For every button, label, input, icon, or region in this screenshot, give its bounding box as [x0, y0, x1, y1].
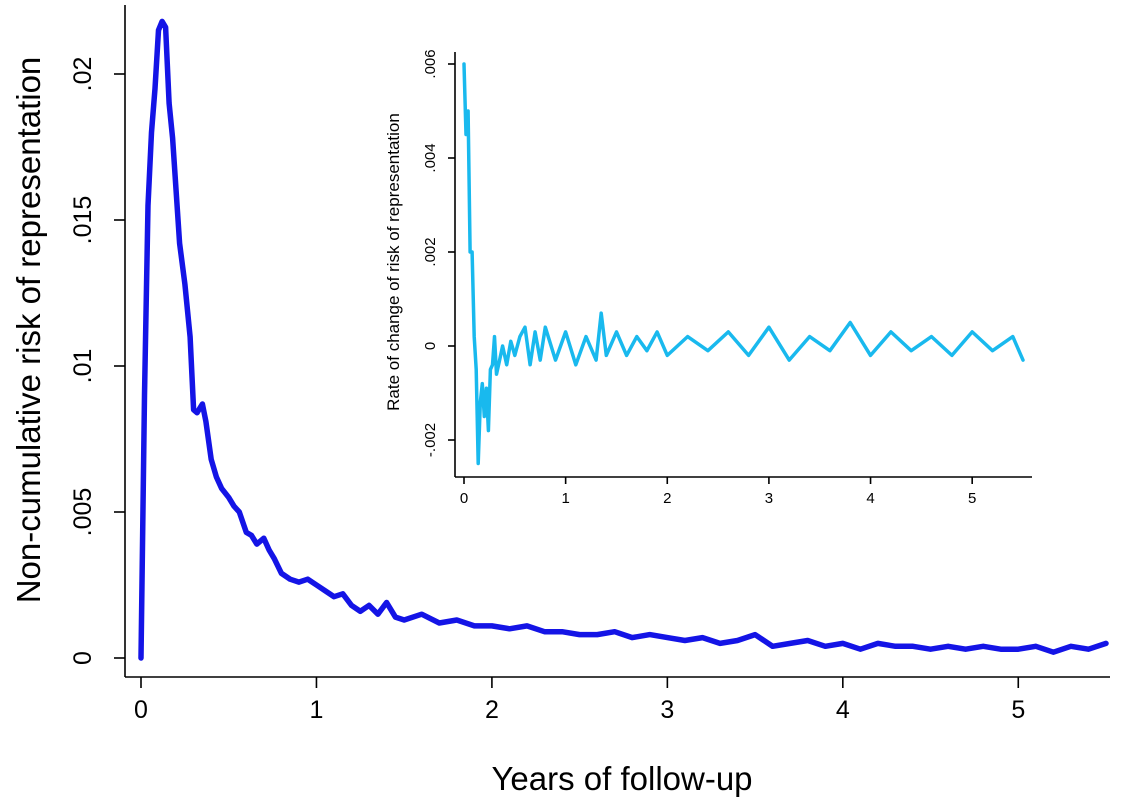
inset-y-tick-label: .002: [422, 237, 439, 266]
inset-y-tick-label: 0: [422, 342, 439, 350]
inset-x-tick-label: 4: [866, 490, 874, 507]
inset-ticks: 0 1 2 3 4 5 -.002 0 .002 .004 .006: [422, 49, 976, 507]
main-x-tick-label: 0: [134, 696, 148, 724]
main-chart: 0 1 2 3 4 5 0 .005 .01 .015 .02 Years of follow-up…: [10, 5, 1110, 797]
inset-y-tick-label: -.002: [422, 423, 439, 457]
inset-x-tick-label: 1: [561, 490, 569, 507]
main-y-tick-label: .02: [69, 57, 97, 92]
inset-y-tick-label: .006: [422, 49, 439, 78]
inset-x-tick-label: 3: [765, 490, 773, 507]
inset-series-line-0: [462, 62, 1025, 466]
main-y-tick-label: 0: [69, 651, 97, 665]
main-x-tick-label: 4: [836, 696, 850, 724]
inset-x-tick-label: 5: [968, 490, 976, 507]
inset-y-tick-label: .004: [422, 143, 439, 172]
inset-series: [462, 62, 1025, 466]
inset-x-tick-label: 2: [663, 490, 671, 507]
main-y-axis-title: Non-cumulative risk of representation: [10, 57, 47, 604]
main-x-tick-label: 5: [1011, 696, 1025, 724]
main-x-tick-label: 1: [310, 696, 324, 724]
main-y-tick-label: .01: [69, 349, 97, 384]
main-x-tick-label: 3: [660, 696, 674, 724]
main-series: [138, 18, 1109, 661]
main-y-tick-label: .005: [69, 488, 97, 537]
main-x-tick-label: 2: [485, 696, 499, 724]
main-ticks: 0 1 2 3 4 5 0 .005 .01 .015 .02: [69, 57, 1025, 724]
inset-chart: 0 1 2 3 4 5 -.002 0 .002 .004 .006 Rate of change …: [384, 49, 1032, 507]
main-x-axis-title: Years of follow-up: [491, 760, 752, 797]
inset-x-tick-label: 0: [460, 490, 468, 507]
main-y-tick-label: .015: [69, 196, 97, 245]
inset-y-axis-title: Rate of change of risk of representation: [384, 113, 403, 411]
main-series-line-0: [138, 18, 1109, 661]
